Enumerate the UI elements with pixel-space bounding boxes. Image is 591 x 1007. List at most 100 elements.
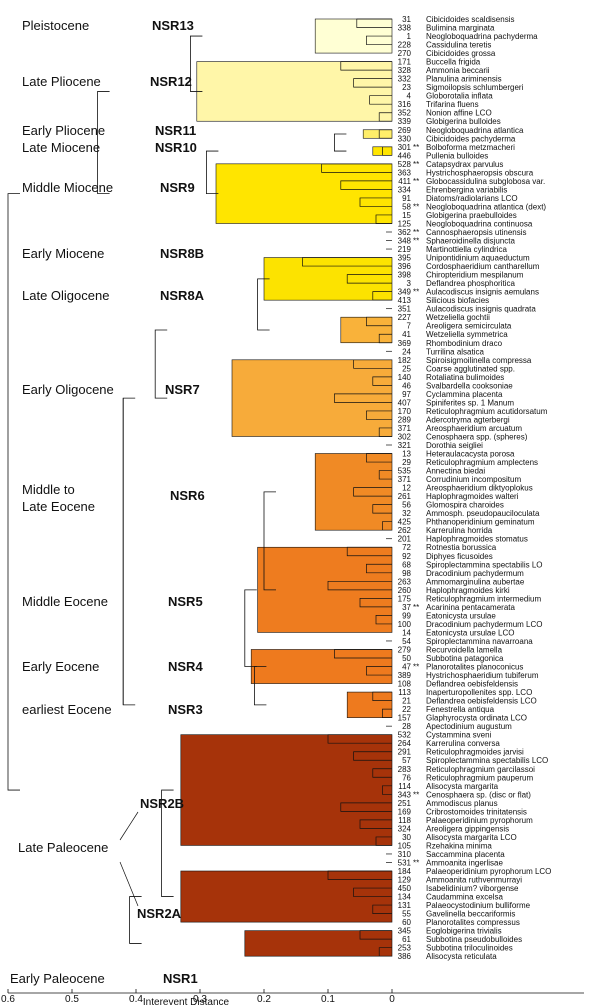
- taxon-number: 261: [398, 492, 412, 501]
- taxon-number: 32: [402, 509, 411, 518]
- taxon-number: 310: [398, 850, 412, 859]
- taxon-name: Caudammina excelsa: [426, 893, 503, 902]
- taxon-number: 15: [402, 211, 411, 220]
- taxon-name: Adercotryma agterbergi: [426, 415, 510, 424]
- epoch-name: Early Miocene: [22, 246, 104, 261]
- taxon-name: Alisocysta margarita LCO: [426, 833, 517, 842]
- taxon-number: 37: [402, 603, 411, 612]
- pair-branch: [353, 751, 392, 761]
- taxon-name: Svalbardella cooksoniae: [426, 381, 513, 390]
- taxon-name: Spiroplectammina navarroana: [426, 637, 533, 646]
- taxon-name: Gavelinella beccariformis: [426, 910, 515, 919]
- pair-branch: [372, 768, 392, 778]
- x-tick-label: 0.3: [193, 994, 207, 1005]
- taxon-name: Spiroplectammina spectabilis LO: [426, 560, 543, 569]
- zone-name: NSR2A: [137, 906, 182, 921]
- taxon-name: Planorotalites planoconicus: [426, 663, 523, 672]
- taxon-name: Haplophragmoides walteri: [426, 492, 519, 501]
- taxon-number: 184: [398, 867, 412, 876]
- zone-name: NSR11: [155, 123, 196, 138]
- taxon-name: Pullenia bulloides: [426, 151, 488, 160]
- taxon-name: Spiniferites sp. 1 Manum: [426, 398, 514, 407]
- taxon-number: 339: [398, 117, 412, 126]
- taxon-number: 371: [398, 475, 412, 484]
- pair-branch: [353, 359, 392, 369]
- taxon-number: 13: [402, 450, 411, 459]
- taxon-number: 450: [398, 884, 412, 893]
- taxon-name: Turrilina alsatica: [426, 347, 484, 356]
- taxon-number: 29: [402, 458, 411, 467]
- taxon-number: 270: [398, 49, 412, 58]
- pair-branch: [340, 802, 392, 812]
- pair-branch: [375, 836, 392, 846]
- taxon-number: 31: [402, 15, 411, 24]
- taxon-name: Globocassidulina subglobosa var.: [426, 177, 545, 186]
- taxon-number: 97: [402, 390, 411, 399]
- zone-name: NSR4: [168, 659, 203, 674]
- cluster-link: [154, 329, 168, 399]
- taxon-name: Karrerulina conversa: [426, 739, 500, 748]
- taxon-number: 23: [402, 83, 411, 92]
- pair-branch: [378, 112, 392, 122]
- pair-branch: [375, 615, 392, 625]
- taxon-number: 100: [398, 620, 412, 629]
- pair-branch: [327, 734, 392, 744]
- taxon-number: 182: [398, 356, 412, 365]
- taxon-name: Heteraulacacysta porosa: [426, 450, 515, 459]
- taxon-number: 170: [398, 407, 412, 416]
- taxon-name: Cordosphaeridium cantharellum: [426, 262, 540, 271]
- taxon-name: Subbotina pseudobulloides: [426, 935, 522, 944]
- taxon-number: 263: [398, 577, 412, 586]
- taxon-number: 140: [398, 373, 412, 382]
- pair-branch: [359, 197, 392, 207]
- taxon-number: 118: [398, 816, 411, 825]
- taxon-number: 389: [398, 671, 412, 680]
- taxon-name: Annectina biedai: [426, 467, 485, 476]
- taxon-name: Areosphaeridium diktyoplokus: [426, 484, 533, 493]
- taxon-name: Dorothia seigliei: [426, 441, 483, 450]
- cluster-link: [263, 491, 276, 591]
- x-tick-label: 0: [389, 994, 395, 1005]
- epoch-name: Late Pliocene: [22, 74, 101, 89]
- taxon-number: 316: [398, 100, 412, 109]
- taxon-number: 47: [402, 663, 411, 672]
- taxon-name: Catapsydrax parvulus: [426, 160, 503, 169]
- taxon-number: 338: [398, 24, 412, 33]
- taxon-number: 269: [398, 126, 412, 135]
- pair-branch: [334, 393, 392, 403]
- pair-branch: [369, 95, 392, 105]
- pair-branch: [378, 947, 392, 957]
- taxon-number: 219: [398, 245, 412, 254]
- taxon-name: Dracodinium pachydermum LCO: [426, 620, 543, 629]
- taxon-number: 92: [402, 552, 411, 561]
- taxon-number: 349: [398, 288, 412, 297]
- label-connector: [119, 861, 139, 907]
- epoch-name: Middle Miocene: [22, 180, 113, 195]
- taxon-name: Silicious biofacies: [426, 296, 489, 305]
- zone-name: NSR2B: [140, 796, 184, 811]
- cluster-link: [254, 666, 267, 706]
- taxon-name: Areoligera semicirculata: [426, 322, 512, 331]
- taxon-number: 55: [402, 910, 411, 919]
- taxon-name: Deflandrea oebisfeldensis: [426, 680, 518, 689]
- epoch-name: Early Paleocene: [10, 971, 105, 986]
- taxon-name: Bulimina marginata: [426, 24, 495, 33]
- zone-fill: [215, 163, 393, 224]
- taxon-number: 425: [398, 518, 412, 527]
- taxon-number: 260: [398, 586, 412, 595]
- zone-fill: [244, 930, 393, 957]
- taxon-number: 41: [402, 330, 411, 339]
- x-tick-label: 0.6: [1, 994, 15, 1005]
- taxon-number: 348: [398, 237, 412, 246]
- label-connector: [119, 811, 139, 841]
- taxon-name: Haplophragmoides kirki: [426, 586, 510, 595]
- taxon-name: Sphaeroidinella disjuncta: [426, 237, 516, 246]
- taxon-number: 343: [398, 790, 412, 799]
- zone-name: NSR8A: [160, 288, 205, 303]
- pair-branch: [382, 708, 392, 718]
- taxon-name: Sigmoilopsis schlumbergeri: [426, 83, 524, 92]
- cluster-link: [129, 896, 142, 944]
- pair-branch: [378, 470, 392, 480]
- taxon-number: 157: [398, 714, 412, 723]
- taxon-marker: **: [413, 603, 419, 612]
